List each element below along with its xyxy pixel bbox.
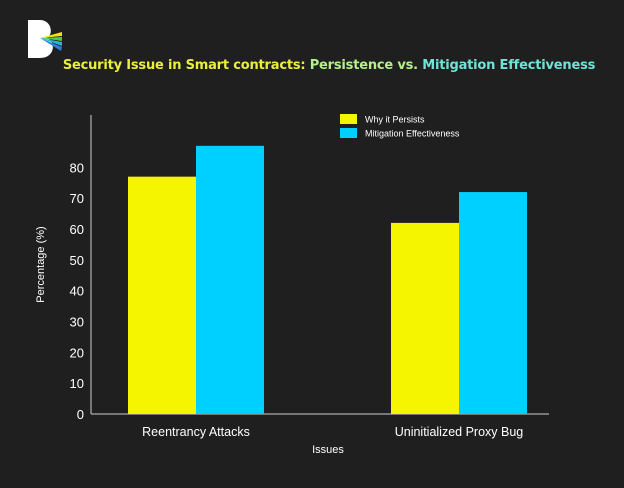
logo-stripe-blue bbox=[40, 38, 62, 51]
bar-mitigation bbox=[459, 192, 527, 414]
chart-title: Security Issue in Smart contracts: Persi… bbox=[0, 58, 624, 73]
x-tick-label: Uninitialized Proxy Bug bbox=[395, 425, 524, 439]
legend: Why it Persists Mitigation Effectiveness bbox=[340, 114, 460, 139]
y-axis-label: Percentage (%) bbox=[35, 226, 47, 302]
logo-stripe-teal bbox=[40, 38, 62, 46]
y-tick-label: 70 bbox=[70, 191, 84, 206]
x-axis-label: Issues bbox=[312, 444, 344, 456]
legend-label: Why it Persists bbox=[365, 115, 425, 125]
title-part-security: Security Issue in Smart contracts: bbox=[62, 58, 310, 73]
brand-logo bbox=[28, 20, 62, 58]
y-axis: 0 10 20 30 40 50 60 70 80 Percentage (%) bbox=[35, 115, 92, 422]
bar-why-persists bbox=[128, 176, 196, 414]
logo-b-shape bbox=[28, 20, 53, 58]
y-tick-label: 0 bbox=[77, 407, 84, 422]
y-tick-label: 10 bbox=[70, 376, 84, 391]
x-tick-label: Reentrancy Attacks bbox=[142, 425, 250, 439]
legend-swatch bbox=[340, 114, 357, 124]
y-tick-label: 30 bbox=[70, 315, 84, 330]
y-tick-label: 60 bbox=[70, 222, 84, 237]
title-part-persistence: Persistence vs. bbox=[309, 58, 423, 73]
y-tick-label: 50 bbox=[70, 253, 84, 268]
legend-swatch bbox=[340, 128, 357, 138]
y-tick-label: 20 bbox=[70, 345, 84, 360]
y-tick-label: 80 bbox=[70, 160, 84, 175]
legend-label: Mitigation Effectiveness bbox=[365, 129, 460, 139]
title-part-mitigation: Mitigation Effectiveness bbox=[422, 58, 596, 73]
logo-stripe-yellow bbox=[40, 32, 62, 38]
bar-why-persists bbox=[391, 222, 459, 414]
logo-stripe-green bbox=[40, 37, 62, 41]
x-axis: Issues Reentrancy Attacks Uninitialized Pr… bbox=[91, 413, 549, 456]
bars bbox=[128, 145, 527, 414]
y-tick-label: 40 bbox=[70, 284, 84, 299]
bar-mitigation bbox=[196, 145, 264, 414]
